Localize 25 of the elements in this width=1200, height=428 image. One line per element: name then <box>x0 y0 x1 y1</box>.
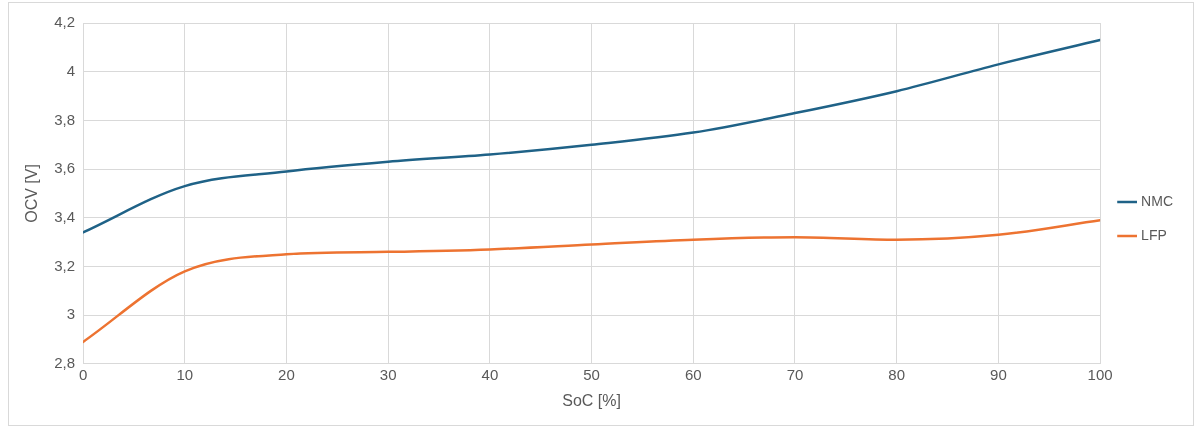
x-tick-label: 80 <box>888 365 906 383</box>
x-tick-label: 0 <box>78 365 88 383</box>
x-tick-label: 20 <box>278 365 295 383</box>
y-tick-label: 4,2 <box>54 13 76 31</box>
x-tick-label: 70 <box>786 365 804 383</box>
x-tick-label: 60 <box>684 365 702 383</box>
y-tick-label: 3,2 <box>54 256 76 274</box>
x-axis-title: SoC [%] <box>562 391 621 409</box>
line-series <box>83 38 1101 234</box>
line-series <box>83 218 1101 344</box>
x-tick-label: 90 <box>990 365 1007 383</box>
x-tick-label: 50 <box>583 365 600 383</box>
legend-label: LFP <box>1141 226 1167 243</box>
y-axis-title: OCV [V] <box>23 164 41 223</box>
legend-label: NMC <box>1141 192 1174 209</box>
y-tick-label: 3 <box>66 305 76 323</box>
x-tick-label: 10 <box>176 365 194 383</box>
y-tick-label: 3,4 <box>54 207 76 225</box>
x-tick-label: 30 <box>379 365 397 383</box>
y-tick-label: 3,6 <box>54 159 76 177</box>
x-tick-label: 40 <box>481 365 499 383</box>
y-tick-label: 2,8 <box>54 353 76 371</box>
x-tick-label: 100 <box>1087 365 1113 383</box>
y-tick-label: 4 <box>66 61 76 79</box>
y-tick-label: 3,8 <box>54 110 76 128</box>
